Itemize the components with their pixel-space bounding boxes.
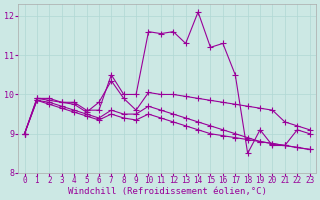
- X-axis label: Windchill (Refroidissement éolien,°C): Windchill (Refroidissement éolien,°C): [68, 187, 267, 196]
